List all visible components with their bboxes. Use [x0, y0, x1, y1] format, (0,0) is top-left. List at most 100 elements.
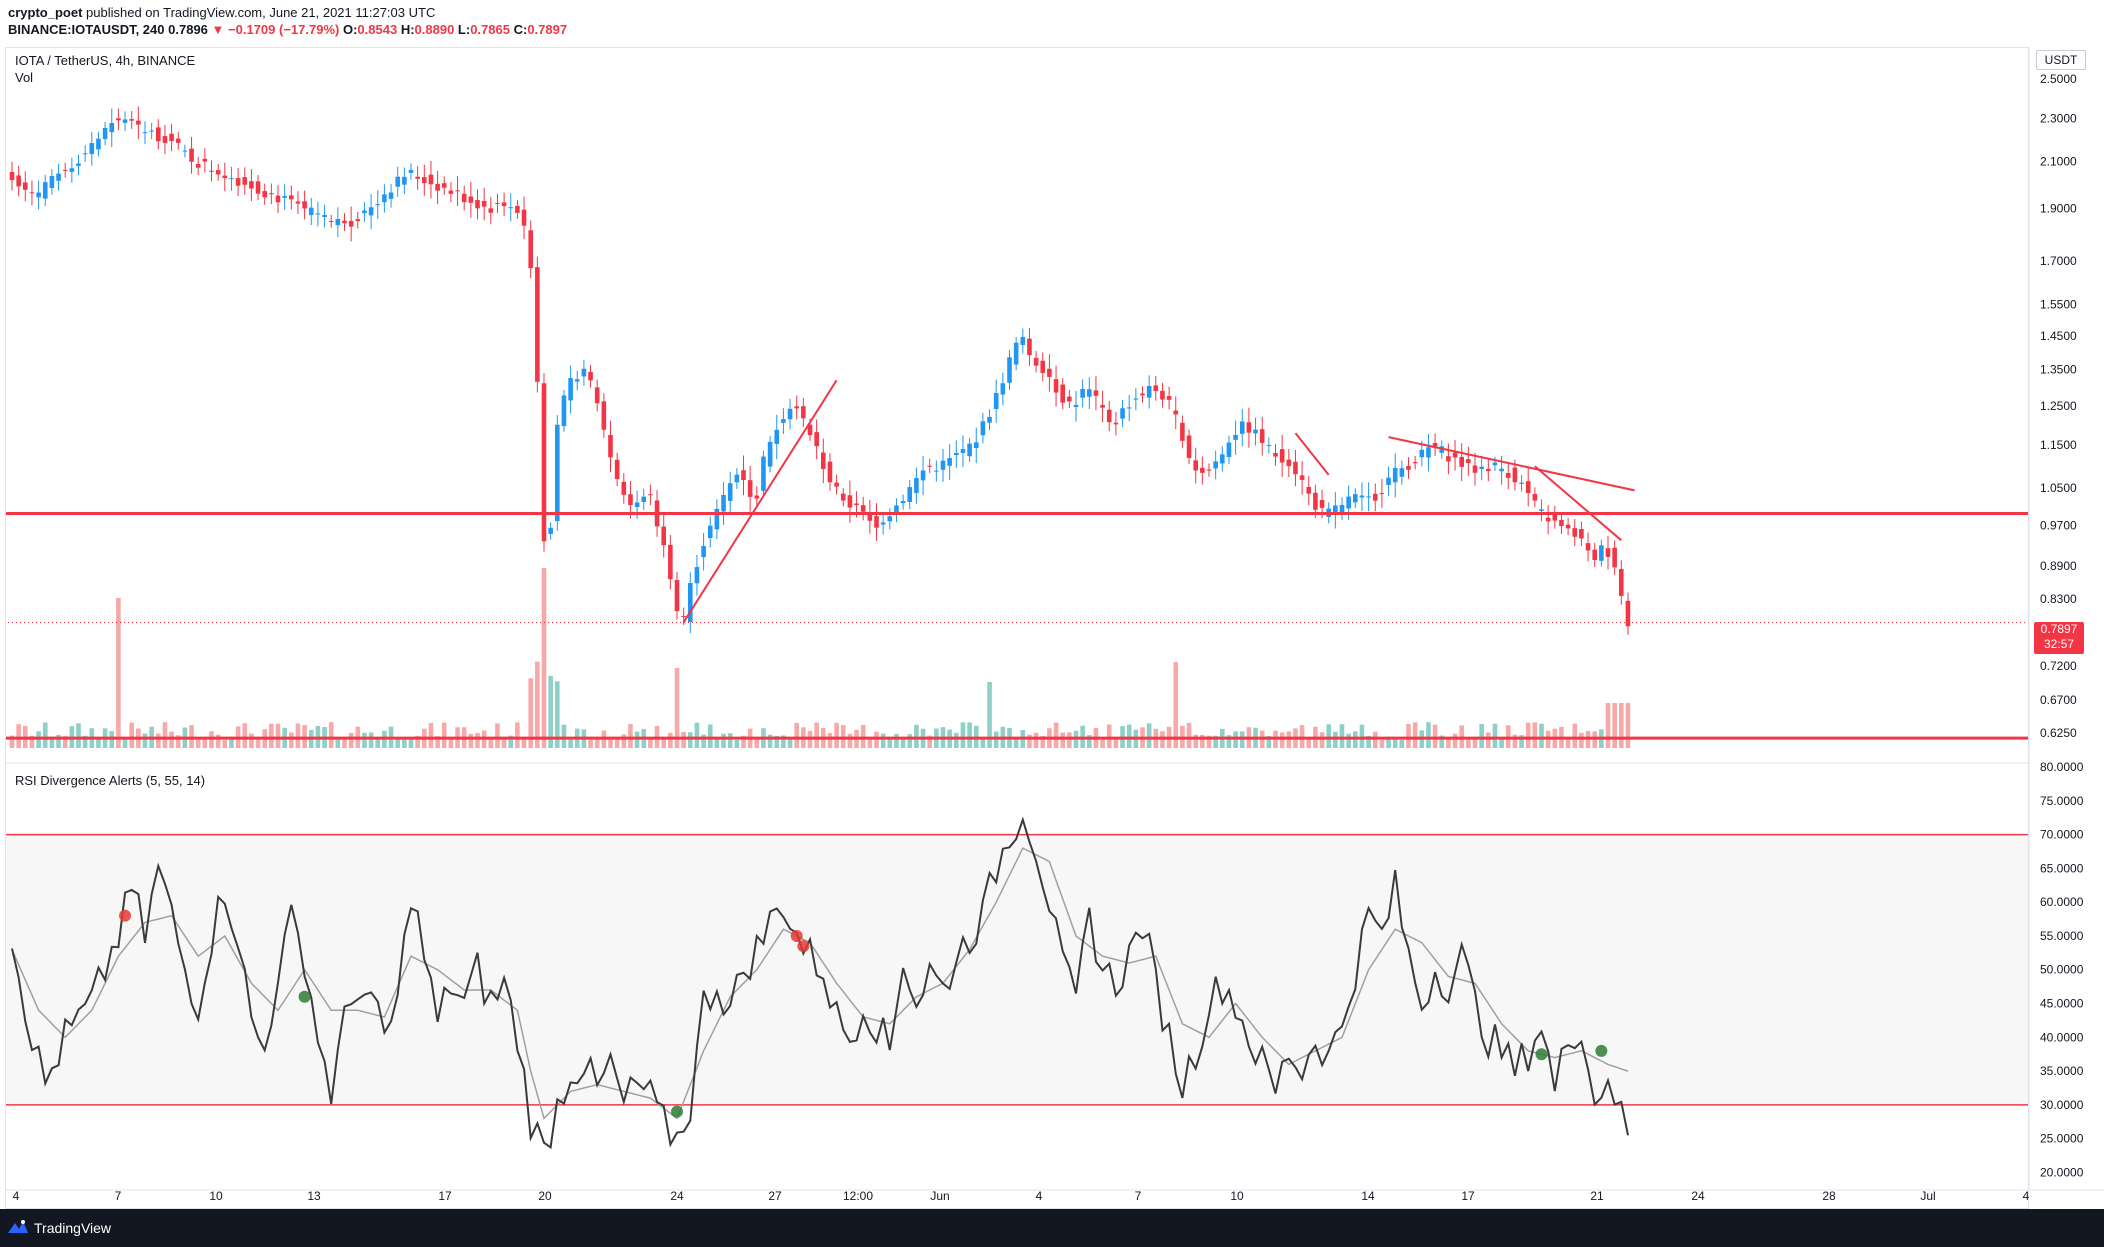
volume-bar [701, 734, 706, 748]
volume-bar [628, 723, 633, 748]
volume-bar [1333, 731, 1338, 748]
price-tick-label: 0.6250 [2040, 726, 2077, 740]
candle-body [1047, 368, 1052, 377]
candle-body [1319, 499, 1325, 508]
candle-body [1579, 528, 1584, 539]
candle-body [69, 168, 75, 172]
candle-body [1060, 384, 1065, 403]
volume-bar [1565, 737, 1571, 748]
price-tick-label: 0.8300 [2040, 592, 2077, 606]
volume-bar [1446, 736, 1451, 748]
chart-canvas[interactable]: 2.5000 2.3000 2.1000 1.9000 1.7000 1.5500 1.45… [0, 0, 2104, 1209]
candle-body [707, 525, 713, 539]
time-tick-label: 20 [538, 1189, 552, 1203]
currency-badge[interactable]: USDT [2036, 50, 2086, 70]
candle-body [1293, 461, 1298, 475]
candle-body [428, 174, 434, 185]
candle-body [900, 501, 906, 504]
volume-bar [1612, 703, 1617, 748]
candle-body [49, 176, 55, 188]
footer-brand[interactable]: TradingView [34, 1220, 112, 1236]
candle-body [322, 215, 327, 217]
candle-body [1466, 459, 1471, 463]
volume-bar [16, 724, 21, 748]
change-value: −0.1709 (−17.79%) [228, 22, 340, 37]
candle-body [255, 181, 261, 194]
volume-bar [215, 734, 221, 748]
price-tick-label: 0.8900 [2040, 559, 2077, 573]
volume-bar [1532, 722, 1538, 748]
candle-body [674, 580, 680, 612]
volume-bar [249, 733, 254, 748]
volume-bar [874, 731, 879, 748]
candle-body [1279, 449, 1285, 463]
volume-bar [1113, 737, 1119, 748]
tradingview-logo-icon[interactable] [8, 1219, 28, 1237]
volume-bar [1299, 725, 1305, 748]
time-tick-label: 4 [2023, 1189, 2030, 1203]
rsi-tick-label: 75.0000 [2040, 794, 2084, 808]
candle-body [1333, 505, 1338, 515]
candle-body [1193, 460, 1198, 471]
candle-body [1426, 447, 1431, 458]
candle-body [568, 378, 573, 401]
volume-bar [408, 739, 414, 748]
volume-bar [1539, 723, 1544, 748]
candle-body [1133, 398, 1139, 400]
candle-body [907, 487, 913, 503]
candle-body [1100, 404, 1105, 408]
candle-body [741, 470, 746, 481]
candle-body [229, 178, 234, 180]
candle-body [1406, 466, 1411, 470]
volume-bar [894, 733, 899, 748]
volume-bar [415, 735, 420, 748]
volume-bar [275, 723, 281, 748]
volume-bar [1346, 733, 1351, 748]
low-value: 0.7865 [470, 22, 510, 37]
candle-body [781, 419, 786, 423]
candle-body [82, 153, 88, 155]
close-value: 0.7897 [527, 22, 568, 37]
volume-bar [1226, 735, 1232, 748]
volume-bar [721, 733, 726, 748]
volume-bar [555, 681, 560, 748]
volume-bar [1472, 737, 1478, 748]
last-value: 0.7896 [168, 22, 208, 37]
pair-legend[interactable]: IOTA / TetherUS, 4h, BINANCE [15, 53, 196, 68]
price-tick-label: 1.5500 [2040, 298, 2077, 312]
volume-bar [1592, 731, 1597, 748]
candle-body [149, 130, 154, 132]
candle-body [681, 616, 686, 618]
volume-bar [1392, 738, 1398, 748]
candle-body [927, 465, 932, 467]
candle-body [634, 502, 640, 507]
candle-body [402, 176, 407, 185]
volume-bar [1060, 732, 1065, 748]
volume-bar [987, 682, 992, 748]
author-name[interactable]: crypto_poet [8, 5, 83, 20]
volume-bar [1432, 724, 1438, 748]
candle-body [1299, 475, 1305, 480]
rsi-tick-label: 35.0000 [2040, 1064, 2084, 1078]
candle-body [1353, 494, 1358, 503]
volume-bar [129, 722, 134, 748]
volume-legend[interactable]: Vol [15, 70, 34, 85]
volume-bar [548, 675, 553, 748]
bar-countdown: 32:57 [2043, 637, 2075, 651]
last-price-badge: 0.7897 32:57 [2034, 622, 2084, 654]
candle-body [1273, 452, 1278, 457]
volume-bar [1087, 735, 1092, 748]
candle-body [1160, 390, 1165, 400]
volume-bar [195, 739, 201, 748]
candle-body [1007, 357, 1012, 383]
candle-body [1266, 444, 1272, 446]
candle-body [448, 190, 454, 194]
rsi-legend[interactable]: RSI Divergence Alerts (5, 55, 14) [15, 773, 206, 788]
candle-body [422, 177, 427, 184]
volume-bar [1279, 732, 1285, 748]
volume-bar [342, 739, 347, 748]
volume-bar [1512, 734, 1518, 748]
candle-body [375, 204, 381, 206]
candle-body [555, 424, 560, 522]
time-tick-label: 10 [209, 1189, 223, 1203]
